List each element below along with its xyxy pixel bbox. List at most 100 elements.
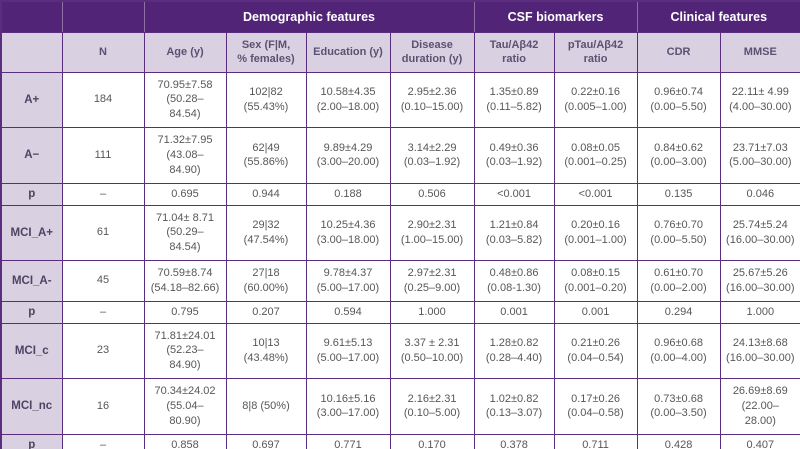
group-header-clinical-features: Clinical features bbox=[636, 1, 800, 33]
table-cell: 71.04± 8.71 (50.29– 84.54) bbox=[143, 204, 227, 262]
column-header-cdr: CDR bbox=[636, 32, 721, 73]
table-cell: 1.000 bbox=[389, 300, 475, 324]
table-cell: 0.001 bbox=[473, 300, 555, 324]
table-cell: 0.48±0.86 (0.08-1.30) bbox=[473, 260, 555, 302]
table-cell: 0.207 bbox=[225, 300, 307, 324]
table-cell: 45 bbox=[61, 260, 145, 302]
table-cell: 70.95±7.58 (50.28– 84.54) bbox=[143, 71, 227, 129]
table-cell: 2.90±2.31 (1.00–15.00) bbox=[389, 204, 475, 262]
table-cell: 16 bbox=[61, 378, 145, 435]
table-cell: 3.14±2.29 (0.03–1.92) bbox=[389, 127, 475, 184]
table-cell: 0.17±0.26 (0.04–0.58) bbox=[553, 378, 638, 435]
table-cell: 61 bbox=[61, 204, 145, 262]
group-header-demographic-features: Demographic features bbox=[143, 1, 475, 33]
table-row-mci-nc: MCI_nc 16 70.34±24.02 (55.04– 80.90) 8|8 (5… bbox=[0, 378, 800, 435]
row-label: p bbox=[0, 300, 63, 324]
table-cell: 0.428 bbox=[636, 433, 721, 449]
table-cell: 10|13 (43.48%) bbox=[225, 322, 307, 380]
row-label: MCI_A+ bbox=[0, 204, 63, 262]
table-cell: 0.170 bbox=[389, 433, 475, 449]
table-cell: 0.407 bbox=[719, 433, 800, 449]
table-cell: 0.73±0.68 (0.00–3.50) bbox=[636, 378, 721, 435]
table-cell: 27|18 (60.00%) bbox=[225, 260, 307, 302]
group-header-blank bbox=[0, 1, 63, 33]
table-cell: 0.96±0.68 (0.00–4.00) bbox=[636, 322, 721, 380]
table-cell: 22.11± 4.99 (4.00–30.00) bbox=[719, 71, 800, 129]
table-row-p: p –0.695 0.944 0.188 0.506 <0.001 <0.001 0.135 0… bbox=[0, 182, 800, 206]
table-row-p: p –0.795 0.207 0.594 1.000 0.001 0.001 0.294 1.0… bbox=[0, 300, 800, 324]
column-header-tau-a-42-ratio: Tau/Aβ42 ratio bbox=[473, 32, 555, 73]
table-cell: 0.695 bbox=[143, 182, 227, 206]
table-cell: 0.22±0.16 (0.005–1.00) bbox=[553, 71, 638, 129]
table-cell: 62|49 (55.86%) bbox=[225, 127, 307, 184]
group-header-row: Demographic features CSF biomarkers Clinic… bbox=[0, 1, 800, 33]
table-row-a-: A− 111 71.32±7.95 (43.08– 84.90) 62|49 (55.… bbox=[0, 127, 800, 184]
row-label: MCI_nc bbox=[0, 378, 63, 435]
table-row-p: p –0.858 0.697 0.771 0.170 0.378 0.711 0.428 0.4… bbox=[0, 433, 800, 449]
table-cell: 23.71±7.03 (5.00–30.00) bbox=[719, 127, 800, 184]
table-cell: 8|8 (50%) bbox=[225, 378, 307, 435]
table-cell: <0.001 bbox=[553, 182, 638, 206]
table-cell: 29|32 (47.54%) bbox=[225, 204, 307, 262]
table-cell: 0.858 bbox=[143, 433, 227, 449]
table-cell: 0.96±0.74 (0.00–5.50) bbox=[636, 71, 721, 129]
table-cell: 0.08±0.15 (0.001–0.20) bbox=[553, 260, 638, 302]
table-cell: 111 bbox=[61, 127, 145, 184]
column-header-age-y-: Age (y) bbox=[143, 32, 227, 73]
table-cell: 0.711 bbox=[553, 433, 638, 449]
table-cell: 10.58±4.35 (2.00–18.00) bbox=[305, 71, 391, 129]
column-header-disease-duration-y-: Disease duration (y) bbox=[389, 32, 475, 73]
table-cell: 0.76±0.70 (0.00–5.50) bbox=[636, 204, 721, 262]
table-cell: 1.28±0.82 (0.28–4.40) bbox=[473, 322, 555, 380]
table-cell: 25.67±5.26 (16.00–30.00) bbox=[719, 260, 800, 302]
column-header-sex-f-m-females-: Sex (F|M, % females) bbox=[225, 32, 307, 73]
table-cell: 9.89±4.29 (3.00–20.00) bbox=[305, 127, 391, 184]
column-header-mmse: MMSE bbox=[719, 32, 800, 73]
table-cell: 70.59±8.74 (54.18–82.66) bbox=[143, 260, 227, 302]
table-cell: 1.35±0.89 (0.11–5.82) bbox=[473, 71, 555, 129]
table-cell: 0.795 bbox=[143, 300, 227, 324]
table-cell: 0.771 bbox=[305, 433, 391, 449]
table-cell: <0.001 bbox=[473, 182, 555, 206]
table-cell: 23 bbox=[61, 322, 145, 380]
table-cell: 0.697 bbox=[225, 433, 307, 449]
column-header-ptau-a-42-ratio: pTau/Aβ42 ratio bbox=[553, 32, 638, 73]
table-cell: 0.08±0.05 (0.001–0.25) bbox=[553, 127, 638, 184]
group-header-blank bbox=[61, 1, 145, 33]
column-header-n: N bbox=[61, 32, 145, 73]
table-cell: 9.78±4.37 (5.00–17.00) bbox=[305, 260, 391, 302]
table-cell: 0.294 bbox=[636, 300, 721, 324]
table-cell: 1.02±0.82 (0.13–3.07) bbox=[473, 378, 555, 435]
table-cell: 71.81±24.01 (52.23– 84.90) bbox=[143, 322, 227, 380]
table-cell: 0.21±0.26 (0.04–0.54) bbox=[553, 322, 638, 380]
row-label: p bbox=[0, 182, 63, 206]
group-header-csf-biomarkers: CSF biomarkers bbox=[473, 1, 638, 33]
table-cell: 71.32±7.95 (43.08– 84.90) bbox=[143, 127, 227, 184]
table-cell: 0.046 bbox=[719, 182, 800, 206]
row-label: MCI_c bbox=[0, 322, 63, 380]
table-cell: 2.16±2.31 (0.10–5.00) bbox=[389, 378, 475, 435]
table-cell: 26.69±8.69 (22.00– 28.00) bbox=[719, 378, 800, 435]
table-cell: 1.21±0.84 (0.03–5.82) bbox=[473, 204, 555, 262]
table-cell: – bbox=[61, 300, 145, 324]
table-row-mci-a-: MCI_A+ 61 71.04± 8.71 (50.29– 84.54) 29|32 … bbox=[0, 204, 800, 262]
table-header: Demographic features CSF biomarkers Clinic… bbox=[0, 1, 800, 73]
table-cell: 0.49±0.36 (0.03–1.92) bbox=[473, 127, 555, 184]
table-cell: 0.135 bbox=[636, 182, 721, 206]
table-cell: 2.97±2.31 (0.25–9.00) bbox=[389, 260, 475, 302]
table-cell: 102|82 (55.43%) bbox=[225, 71, 307, 129]
table-cell: 184 bbox=[61, 71, 145, 129]
table-cell: 70.34±24.02 (55.04– 80.90) bbox=[143, 378, 227, 435]
table-cell: 0.61±0.70 (0.00–2.00) bbox=[636, 260, 721, 302]
table-cell: 0.20±0.16 (0.001–1.00) bbox=[553, 204, 638, 262]
table-cell: 2.95±2.36 (0.10–15.00) bbox=[389, 71, 475, 129]
table-cell: 10.25±4.36 (3.00–18.00) bbox=[305, 204, 391, 262]
table-cell: 0.944 bbox=[225, 182, 307, 206]
row-label: MCI_A- bbox=[0, 260, 63, 302]
table-cell: 1.000 bbox=[719, 300, 800, 324]
column-header-blank bbox=[0, 32, 63, 73]
table-row-mci-a-: MCI_A- 45 70.59±8.74 (54.18–82.66) 27|18 (6… bbox=[0, 260, 800, 302]
table-cell: – bbox=[61, 182, 145, 206]
